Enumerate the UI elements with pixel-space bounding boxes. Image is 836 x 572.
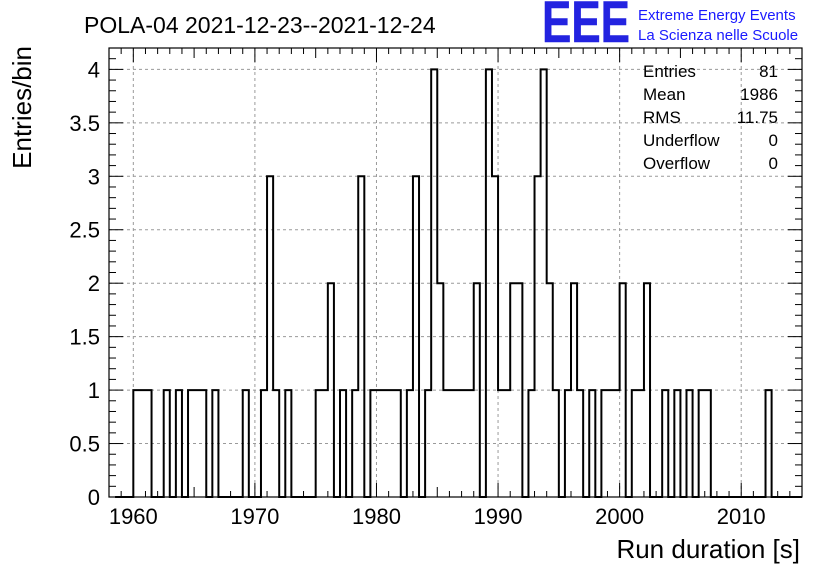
stat-value: 0 xyxy=(769,154,778,173)
stat-value: 0 xyxy=(769,131,778,150)
chart-title: POLA-04 2021-12-23--2021-12-24 xyxy=(84,12,436,38)
stat-value: 11.75 xyxy=(737,108,778,127)
x-tick-label: 1990 xyxy=(474,504,523,529)
stat-label: Underflow xyxy=(643,131,720,150)
y-tick-label: 2 xyxy=(88,271,100,296)
y-tick-label: 3 xyxy=(88,164,100,189)
y-tick-label: 1 xyxy=(88,378,100,403)
axis-ticks xyxy=(108,47,803,498)
stat-value: 1986 xyxy=(740,85,778,104)
x-tick-label: 2000 xyxy=(595,504,644,529)
stat-label: Overflow xyxy=(643,154,711,173)
stats-box: Entries 81 Mean 1986 RMS 11.75 Underflow 0 Overf… xyxy=(643,62,778,173)
grid-lines xyxy=(109,48,802,497)
y-tick-label: 3.5 xyxy=(69,111,100,136)
x-tick-label: 1970 xyxy=(230,504,279,529)
y-tick-labels: 0 0.5 1 1.5 2 2.5 3 3.5 4 xyxy=(69,57,100,510)
x-tick-label: 2010 xyxy=(717,504,766,529)
logo-line1: Extreme Energy Events xyxy=(638,7,796,24)
y-tick-label: 2.5 xyxy=(69,218,100,243)
y-axis-title: Entries/bin xyxy=(7,46,37,169)
x-tick-labels: 1960 1970 1980 1990 2000 2010 xyxy=(109,504,766,529)
eee-logo: EEE Extreme Energy Events La Scienza nel… xyxy=(542,0,798,55)
y-tick-label: 0.5 xyxy=(69,432,100,457)
x-tick-label: 1960 xyxy=(109,504,158,529)
stat-label: Entries xyxy=(643,62,696,81)
logo-acronym: EEE xyxy=(542,0,630,55)
x-axis-title: Run duration [s] xyxy=(616,534,800,564)
stat-label: RMS xyxy=(643,108,681,127)
logo-line2: La Scienza nelle Scuole xyxy=(638,27,798,44)
y-tick-label: 1.5 xyxy=(69,325,100,350)
x-tick-label: 1980 xyxy=(352,504,401,529)
stat-value: 81 xyxy=(759,62,778,81)
stat-label: Mean xyxy=(643,85,686,104)
y-tick-label: 4 xyxy=(88,57,100,82)
y-tick-label: 0 xyxy=(88,485,100,510)
